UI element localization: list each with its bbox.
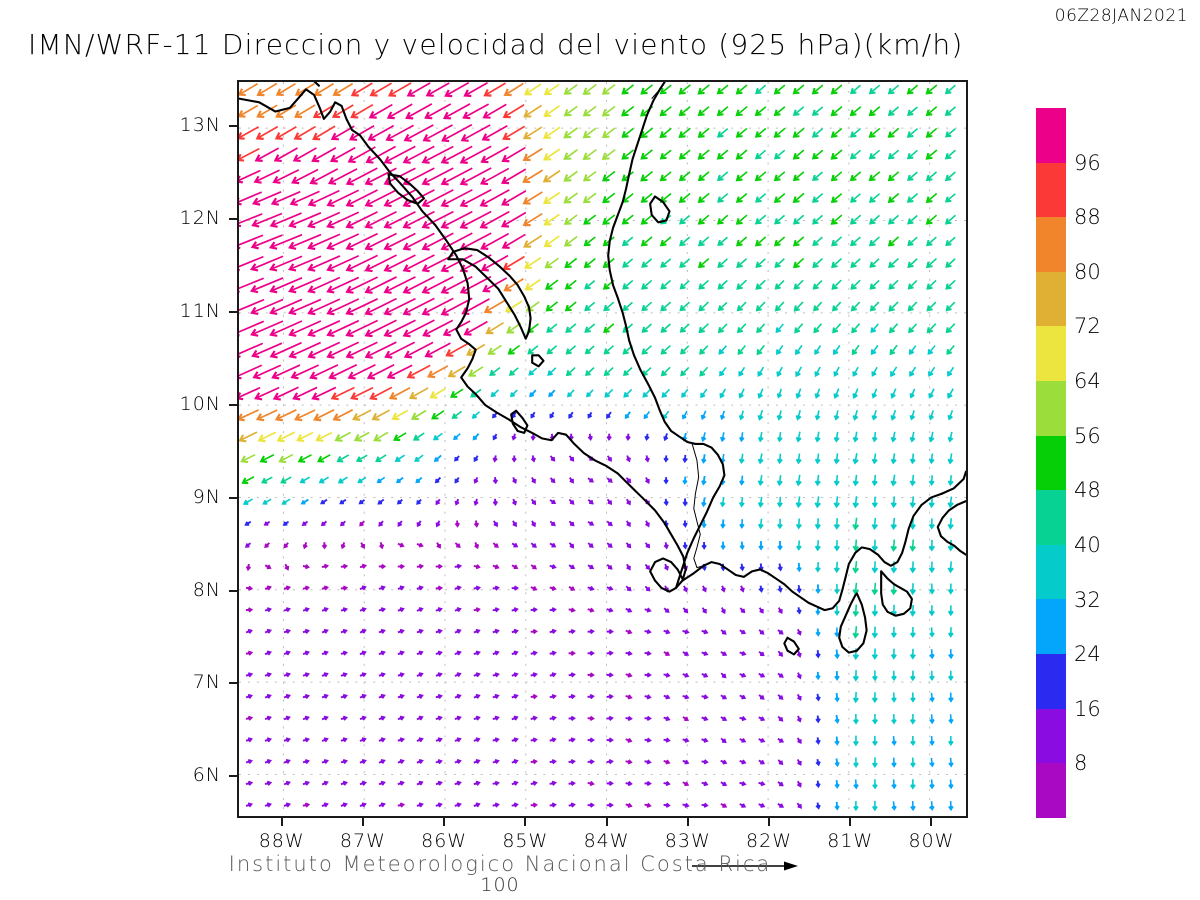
speed-colorbar[interactable]: 96 88 80 72 64 56 48 40 32 24 16 8 [1036,108,1101,818]
y-axis-label: 7N [192,671,221,694]
x-axis-label: 82W [746,830,792,852]
lat-lon-gridlines [239,82,966,816]
colorbar-label: 72 [1074,314,1101,339]
colorbar-label: 40 [1074,532,1101,557]
y-axis-tick [229,496,237,499]
y-axis-tick [229,775,237,778]
colorbar-band [1036,326,1066,382]
y-axis-tick [229,311,237,314]
reference-vector-label: 100 [480,874,520,896]
colorbar-band [1036,271,1066,327]
y-axis-label: 6N [192,764,221,787]
x-axis-label: 80W [908,830,955,852]
x-axis-tick [443,818,446,826]
colorbar-label: 80 [1074,259,1101,284]
colorbar-band [1036,544,1066,600]
y-axis-tick [229,218,237,221]
page-title: IMN/WRF-11 Direccion y velocidad del vie… [28,28,964,61]
y-axis-label: 13N [179,114,221,137]
y-axis-tick [229,589,237,592]
y-axis-label: 12N [179,207,221,230]
colorbar-band [1036,654,1066,709]
y-axis-label: 8N [192,578,221,601]
x-axis-label: 81W [827,830,874,852]
reference-vector [692,861,798,871]
y-axis-tick [229,682,237,685]
colorbar-label: 32 [1074,587,1101,612]
x-axis-tick [280,818,283,826]
x-axis-label: 86W [421,830,468,852]
colorbar-label: 56 [1074,423,1101,448]
colorbar-band [1036,599,1066,655]
x-axis-label: 84W [583,830,630,852]
colorbar-band [1036,381,1066,436]
x-axis-tick [605,818,608,826]
colorbar-band [1036,435,1066,491]
colorbar-label: 8 [1074,751,1088,776]
colorbar-band [1036,217,1066,272]
x-axis-label: 85W [502,830,549,852]
wind-vector-field [239,82,956,812]
x-axis-label: 87W [339,830,386,852]
colorbar-band [1036,490,1066,545]
forecast-timestamp: 06Z28JAN2021 [1054,6,1188,26]
colorbar-band [1036,162,1066,218]
x-axis-tick [524,818,527,826]
y-axis-label: 9N [192,485,221,508]
x-axis-label: 88W [258,830,305,852]
colorbar-label: 88 [1074,205,1101,230]
colorbar-label: 48 [1074,478,1101,503]
y-axis-label: 10N [179,392,221,415]
x-axis-tick [686,818,689,826]
y-axis-tick [229,403,237,406]
map-plot-area[interactable] [237,80,968,818]
x-axis-label: 83W [664,830,711,852]
coastline-overlay [239,82,966,656]
colorbar-label: 16 [1074,696,1101,721]
colorbar-label: 64 [1074,369,1101,394]
x-axis-tick [768,818,770,826]
x-axis-tick [361,818,364,826]
y-axis-tick [229,125,237,128]
x-axis-tick [849,818,852,826]
y-axis-label: 11N [179,300,221,323]
colorbar-label: 24 [1074,642,1101,667]
institution-credit: Instituto Meteorologico Nacional Costa R… [228,852,772,876]
colorbar-band [1036,763,1066,818]
x-axis-tick [930,818,933,826]
colorbar-label: 96 [1074,150,1101,175]
colorbar-band [1036,708,1066,764]
colorbar-band [1036,108,1066,163]
